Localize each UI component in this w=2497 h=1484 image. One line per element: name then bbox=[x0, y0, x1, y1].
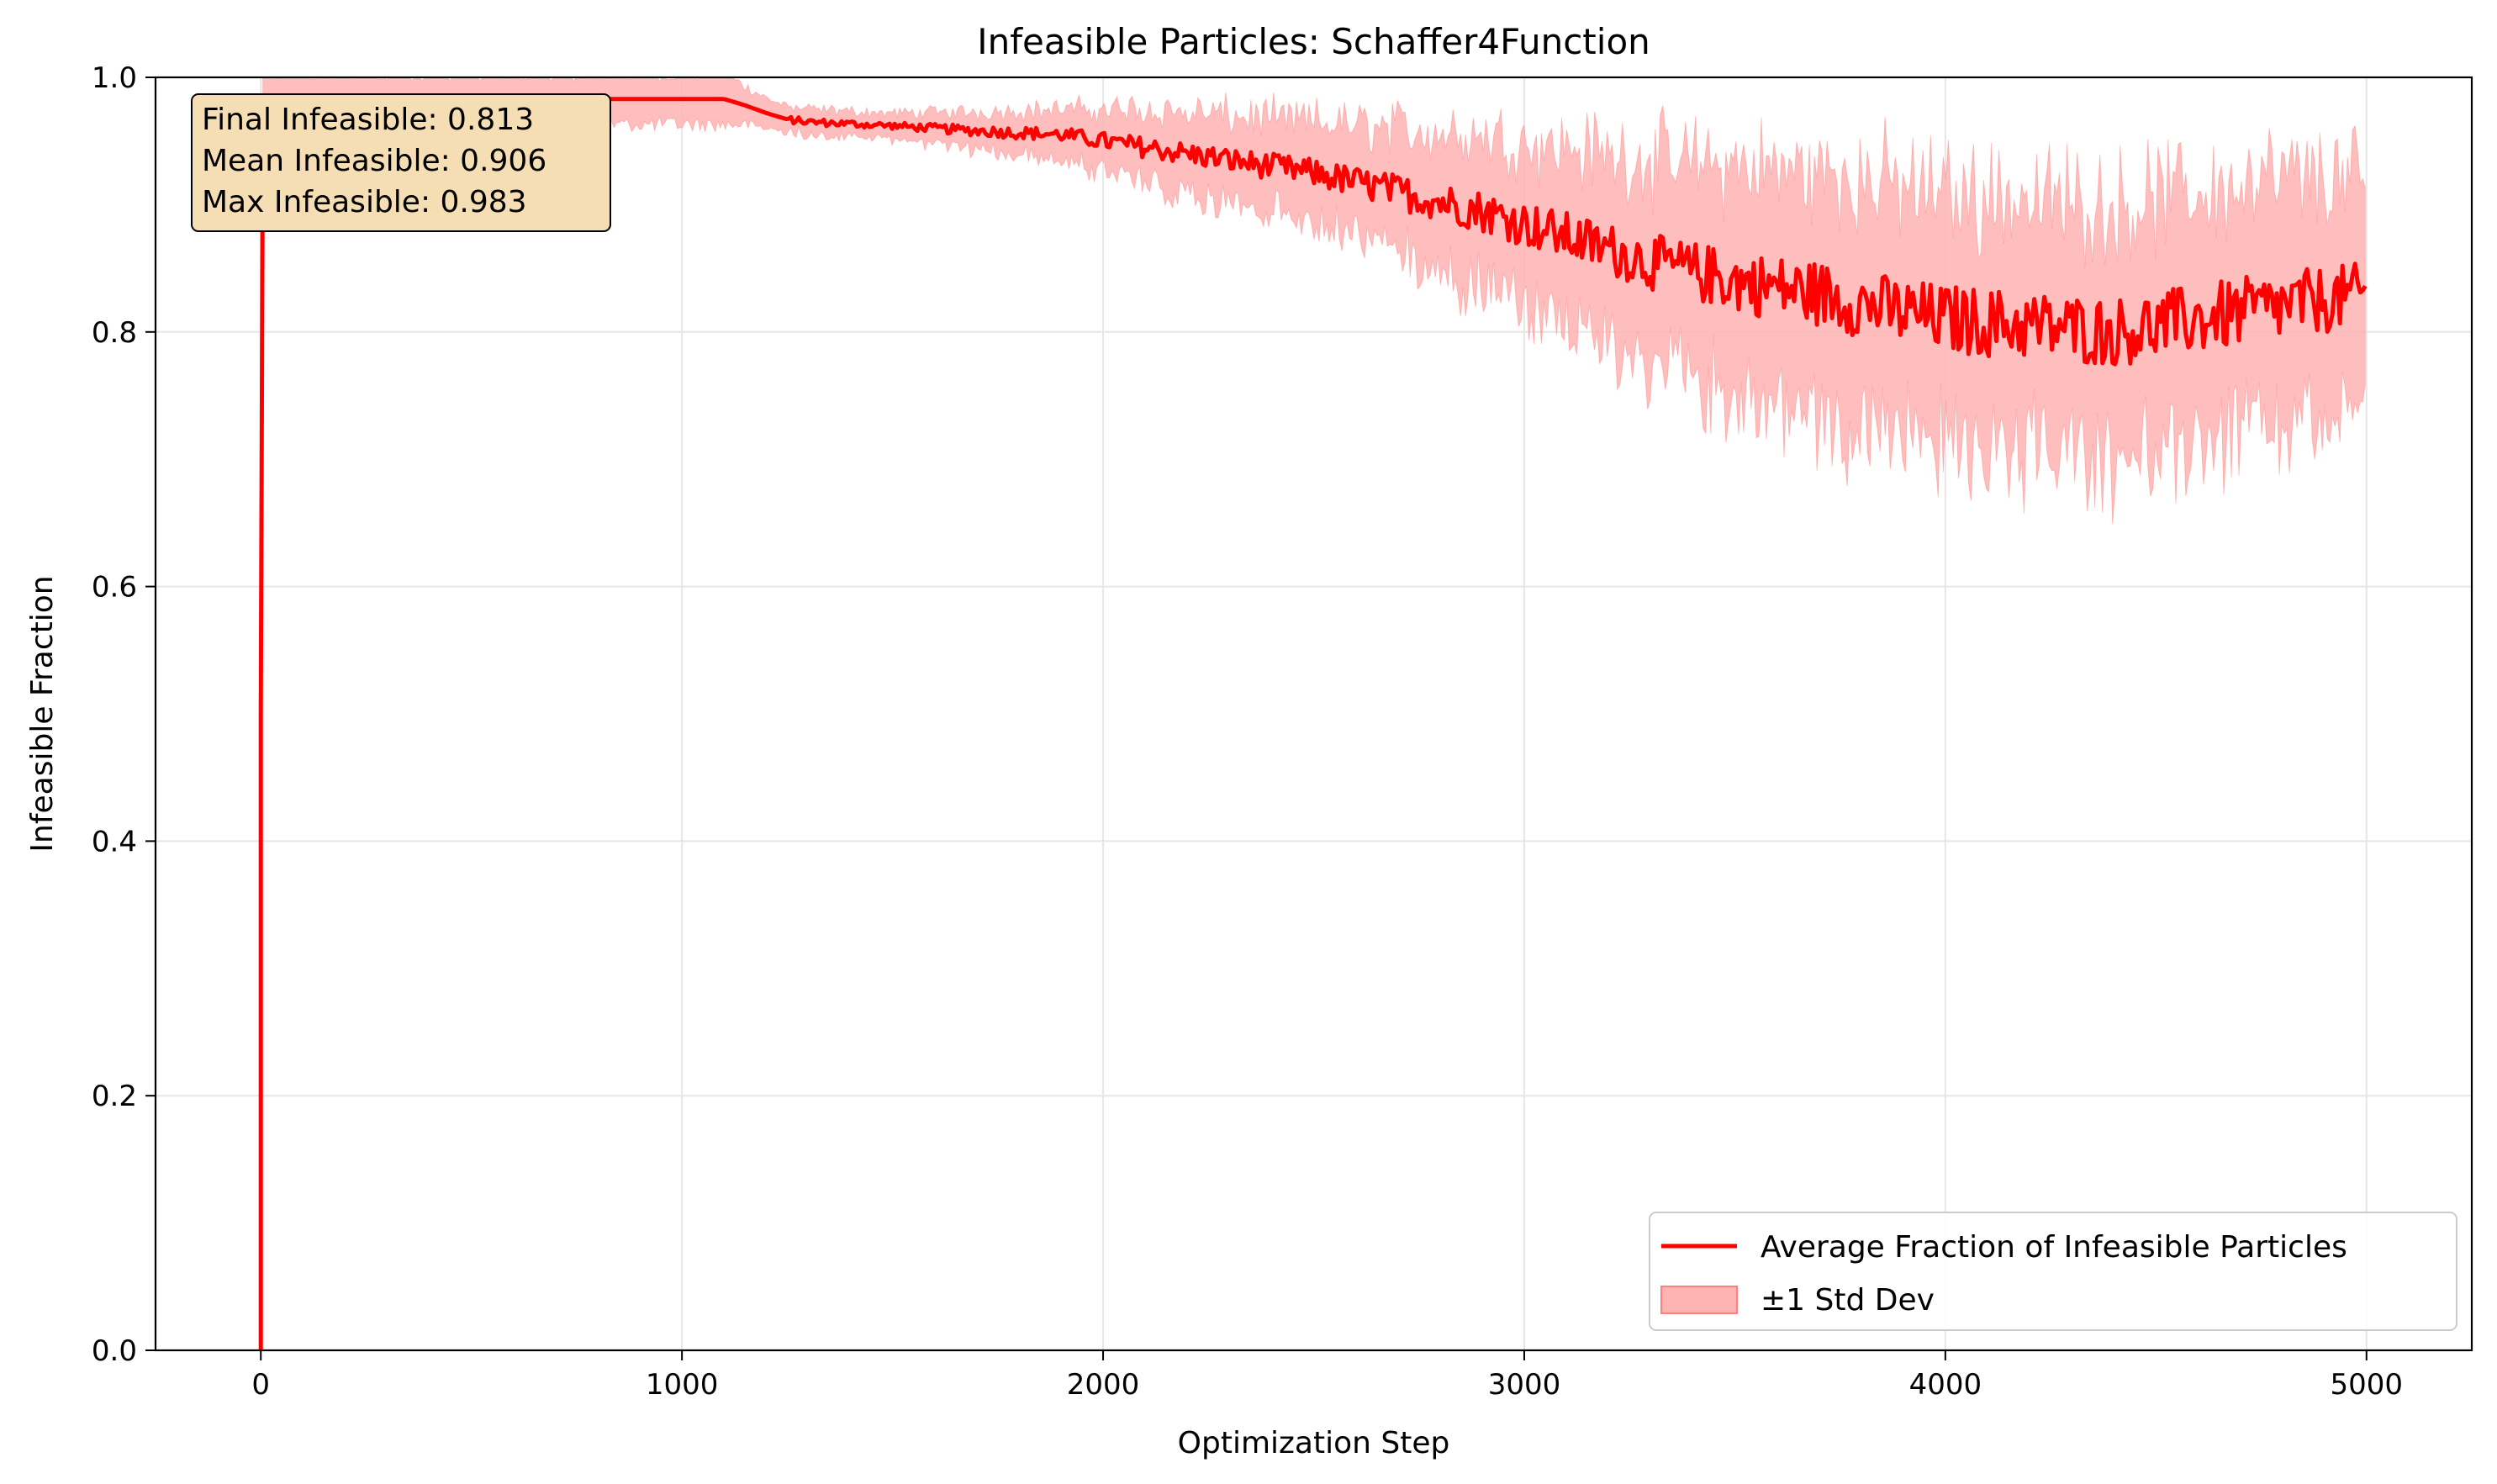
stats-box: Final Infeasible: 0.813 Mean Infeasible:… bbox=[191, 93, 611, 232]
x-tick-label: 1000 bbox=[646, 1368, 719, 1402]
y-tick-label: 0.6 bbox=[92, 571, 137, 605]
y-axis-label: Infeasible Fraction bbox=[25, 575, 60, 852]
x-tick-label: 3000 bbox=[1488, 1368, 1561, 1402]
x-tick-label: 0 bbox=[251, 1368, 270, 1402]
y-tick-label: 0.8 bbox=[92, 316, 137, 350]
std-band bbox=[262, 77, 2366, 525]
legend-line-label: Average Fraction of Infeasible Particles bbox=[1761, 1230, 2347, 1265]
tick-layer: 0 1000 2000 3000 4000 5000 0.0 0.2 0.4 0.6 0.8 1.0 bbox=[92, 61, 2403, 1402]
stats-box-background bbox=[191, 93, 611, 232]
legend-frame bbox=[1649, 1212, 2457, 1331]
x-tick-label: 4000 bbox=[1909, 1368, 1982, 1402]
legend-band-label: ±1 Std Dev bbox=[1761, 1283, 1935, 1318]
chart-title: Infeasible Particles: Schaffer4Function bbox=[977, 21, 1650, 62]
x-tick-label: 5000 bbox=[2331, 1368, 2404, 1402]
plot-frame bbox=[154, 76, 2473, 1352]
y-tick-label: 0.2 bbox=[92, 1080, 137, 1113]
y-tick-label: 0.4 bbox=[92, 825, 137, 858]
x-axis-label: Optimization Step bbox=[1178, 1426, 1450, 1460]
stats-final: Final Infeasible: 0.813 bbox=[202, 103, 534, 137]
x-tick-label: 2000 bbox=[1067, 1368, 1140, 1402]
legend-band-swatch bbox=[1660, 1286, 1738, 1314]
legend: Average Fraction of Infeasible Particles… bbox=[1649, 1212, 2457, 1331]
stats-mean: Mean Infeasible: 0.906 bbox=[202, 144, 546, 178]
stats-max: Max Infeasible: 0.983 bbox=[202, 185, 527, 219]
y-tick-label: 1.0 bbox=[92, 61, 137, 95]
std-band-layer bbox=[262, 77, 2366, 525]
y-tick-label: 0.0 bbox=[92, 1334, 137, 1368]
